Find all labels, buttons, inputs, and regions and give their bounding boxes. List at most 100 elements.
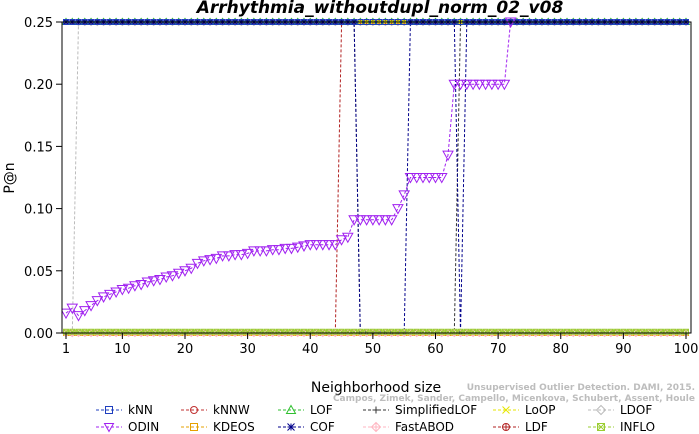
data-point	[110, 287, 122, 298]
data-point	[335, 235, 348, 246]
data-point	[360, 215, 373, 226]
legend-swatch-marker	[190, 406, 198, 414]
y-tick-label: 0.10	[24, 203, 53, 218]
data-point	[166, 271, 179, 282]
x-tick-label: 30	[239, 342, 256, 357]
data-point	[273, 245, 285, 256]
data-point	[141, 277, 154, 289]
data-point	[216, 251, 229, 262]
y-tick-label: 0.05	[24, 265, 53, 280]
data-point	[304, 240, 317, 251]
data-point	[492, 79, 504, 91]
legend-label: kNN	[128, 403, 153, 417]
legend-label: KDEOS	[213, 420, 255, 434]
data-point	[442, 150, 454, 162]
data-point	[260, 246, 273, 257]
legend-item-ldof: LDOF	[588, 403, 652, 417]
series-ldf	[63, 19, 690, 336]
x-tick-label: 1	[62, 342, 70, 357]
legend-label: LDF	[525, 420, 548, 434]
data-point	[316, 240, 329, 251]
series-cof	[63, 19, 689, 336]
x-axis: 1 10 20 30 40 50 60 70 80 90 100	[62, 333, 698, 357]
series-line	[66, 21, 686, 334]
legend-label: COF	[310, 420, 335, 434]
data-point	[298, 241, 310, 252]
data-point	[392, 204, 404, 215]
data-point	[172, 268, 185, 280]
legend-item-ldf: LDF	[493, 420, 548, 434]
data-point	[122, 283, 135, 295]
legend-item-inflo: INFLO	[588, 420, 655, 434]
x-tick-label: 40	[302, 342, 319, 357]
data-point	[160, 272, 173, 284]
legend-label: SimplifiedLOF	[395, 403, 477, 417]
data-point	[417, 173, 429, 184]
legend-item-lof: LOF	[278, 403, 333, 417]
series-simplifiedlof	[63, 19, 689, 336]
y-axis-label: P@n	[2, 162, 18, 193]
legend: kNN kNNW LOF SimplifiedLOF LoOP LDOF ODIN KDEOS…	[96, 403, 655, 434]
series-line	[66, 21, 686, 334]
legend-swatch-marker	[502, 406, 510, 414]
series-line	[65, 21, 512, 317]
y-tick-label: 0.25	[24, 16, 53, 31]
x-tick-label: 50	[365, 342, 382, 357]
legend-item-odin: ODIN	[96, 420, 159, 434]
data-point	[498, 79, 511, 91]
legend-swatch-marker	[105, 406, 113, 414]
data-point	[379, 215, 392, 226]
data-point	[116, 284, 129, 296]
legend-label: INFLO	[620, 420, 655, 434]
legend-item-cof: COF	[278, 420, 335, 434]
data-point	[135, 279, 148, 291]
data-point	[367, 215, 379, 226]
data-point	[229, 250, 241, 261]
data-point	[97, 292, 110, 303]
x-tick-label: 80	[552, 342, 569, 357]
x-tick-label: 70	[490, 342, 507, 357]
data-point	[429, 173, 442, 184]
watermark-citation: Unsupervised Outlier Detection. DAMI, 20…	[467, 383, 695, 393]
data-point	[204, 255, 216, 266]
data-point	[62, 308, 72, 320]
legend-swatch-marker	[595, 404, 607, 416]
data-point	[423, 173, 436, 184]
legend-swatch-marker	[370, 421, 382, 433]
legend-item-loop: LoOP	[493, 403, 556, 417]
x-axis-label: Neighborhood size	[311, 380, 441, 396]
data-point	[454, 79, 467, 91]
data-point	[354, 215, 367, 226]
legend-swatch-marker	[285, 404, 297, 414]
legend-swatch-marker	[190, 423, 198, 431]
y-tick-label: 0.20	[24, 78, 53, 93]
data-point	[410, 173, 423, 184]
data-point	[191, 258, 204, 270]
data-point	[285, 243, 298, 255]
legend-item-kdeos: KDEOS	[181, 420, 255, 434]
data-point	[154, 275, 166, 286]
data-point	[85, 301, 97, 312]
data-point	[210, 253, 223, 265]
data-point	[398, 190, 411, 201]
legend-label: FastABOD	[395, 420, 454, 434]
legend-item-knnw: kNNW	[181, 403, 250, 417]
data-point	[385, 215, 398, 226]
data-point	[373, 215, 385, 226]
data-point	[479, 79, 492, 91]
data-point	[103, 289, 116, 301]
data-point	[147, 276, 160, 287]
legend-label: LoOP	[525, 403, 556, 417]
series-odin	[62, 17, 517, 322]
data-point	[197, 256, 210, 267]
y-tick-label: 0.15	[24, 140, 53, 155]
data-point	[291, 242, 304, 254]
data-point	[72, 311, 85, 322]
data-point	[241, 248, 254, 260]
data-point	[435, 173, 448, 184]
chart-title: Arrhythmia_withoutdupl_norm_02_v08	[195, 0, 564, 18]
legend-swatch-marker	[502, 423, 511, 431]
series-line	[66, 21, 686, 334]
data-point	[129, 281, 141, 292]
